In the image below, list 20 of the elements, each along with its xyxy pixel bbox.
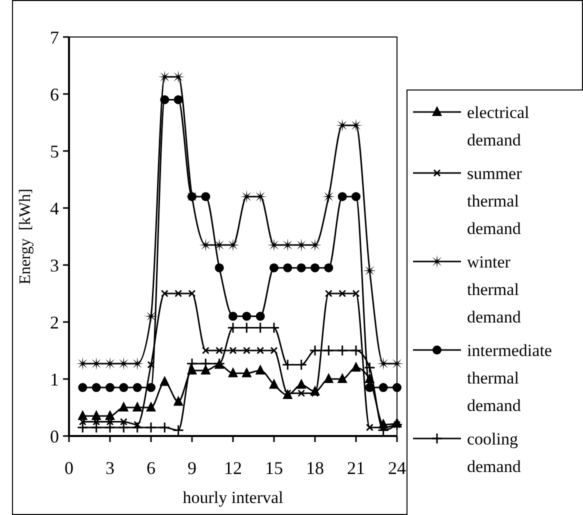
y-tick-label: 3: [50, 255, 59, 276]
x-axis-title: hourly interval: [182, 488, 284, 507]
x-tick-label: 3: [106, 458, 114, 478]
x-tick-label: 6: [146, 458, 156, 478]
y-tick-label: 0: [50, 426, 59, 446]
legend-label: cooling demand: [467, 429, 522, 476]
y-tick-label: 7: [50, 27, 59, 48]
x-tick-label: 15: [265, 458, 283, 478]
y-axis-title: Energy [kWh]: [17, 188, 34, 284]
y-tick-label: 5: [50, 141, 59, 162]
x-tick-label: 18: [306, 458, 324, 478]
x-tick-label: 21: [347, 458, 365, 478]
y-tick-label: 1: [50, 369, 59, 390]
y-tick-label: 2: [50, 312, 59, 332]
x-tick-label: 0: [64, 458, 74, 478]
x-tick-label: 9: [188, 458, 196, 478]
x-tick-label: 12: [224, 458, 242, 478]
y-tick-label: 6: [50, 84, 59, 104]
x-tick-label: 24: [388, 458, 406, 478]
y-tick-label: 4: [50, 198, 59, 218]
